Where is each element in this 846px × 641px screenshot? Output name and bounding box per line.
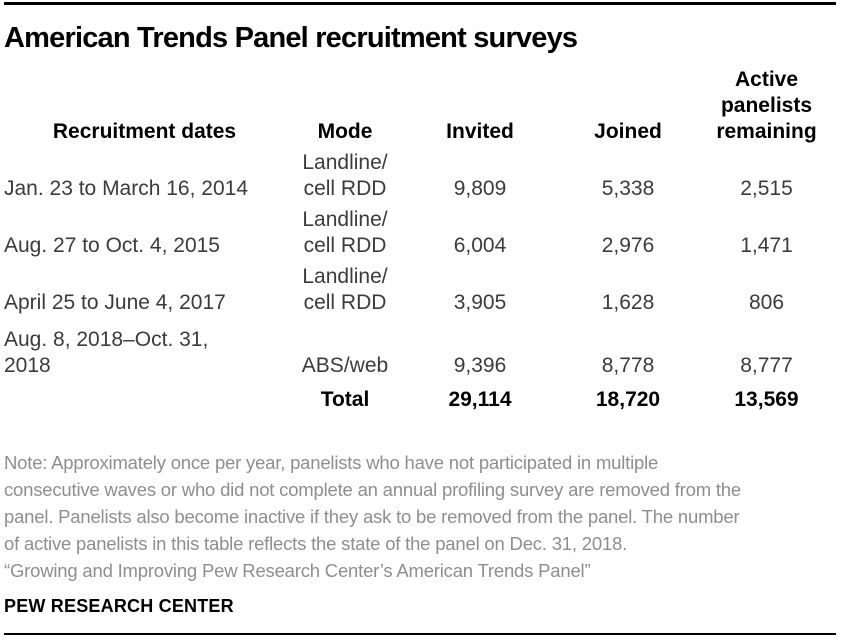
cell-joined: 2,976 [601, 234, 655, 257]
cell-mode: Landline/ cell RDD [302, 151, 388, 200]
column-header-recruitment-dates: Recruitment dates [52, 120, 237, 143]
table-row: April 25 to June 4, 2017 Landline/ cell … [4, 263, 832, 320]
note-line: Note: Approximately once per year, panel… [4, 452, 659, 473]
cell-invited: 6,004 [453, 234, 507, 257]
cell-total-label: Total [320, 388, 370, 411]
table-total-row: Total 29,114 18,720 13,569 [4, 383, 832, 417]
cell-active-remaining: 2,515 [740, 177, 793, 200]
pew-research-center-wordmark: PEW RESEARCH CENTER [4, 596, 234, 616]
cell-active-remaining: 1,471 [740, 234, 793, 257]
cell-total-active: 13,569 [734, 388, 799, 411]
cell-empty [4, 383, 285, 417]
page-title: American Trends Panel recruitment survey… [4, 22, 578, 54]
cell-recruitment-dates: Aug. 27 to Oct. 4, 2015 [4, 234, 220, 257]
cell-mode: ABS/web [301, 354, 389, 377]
cell-joined: 8,778 [601, 354, 655, 377]
table-row: Aug. 27 to Oct. 4, 2015 Landline/ cell R… [4, 206, 832, 263]
cell-invited: 3,905 [453, 291, 507, 314]
recruitment-surveys-table: Recruitment dates Mode Invited Joined Ac… [4, 67, 832, 417]
column-header-invited: Invited [446, 120, 514, 143]
note-line: consecutive waves or who did not complet… [4, 479, 741, 500]
cell-recruitment-dates: Aug. 8, 2018–Oct. 31, 2018 [4, 328, 209, 377]
table-row: Jan. 23 to March 16, 2014 Landline/ cell… [4, 149, 832, 206]
cell-joined: 5,338 [601, 177, 655, 200]
cell-mode: Landline/ cell RDD [302, 265, 388, 314]
note-line: of active panelists in this table reflec… [4, 533, 628, 554]
source-line: “Growing and Improving Pew Research Cent… [4, 560, 591, 581]
cell-recruitment-dates: April 25 to June 4, 2017 [4, 291, 226, 314]
column-header-active-panelists: Active panelists remaining [716, 68, 817, 143]
cell-invited: 9,809 [453, 177, 507, 200]
bottom-divider-rule [4, 633, 836, 635]
cell-total-invited: 29,114 [448, 388, 512, 411]
cell-active-remaining: 806 [748, 291, 785, 314]
cell-active-remaining: 8,777 [740, 354, 793, 377]
column-header-mode: Mode [317, 120, 373, 143]
cell-mode: Landline/ cell RDD [302, 208, 388, 257]
cell-total-joined: 18,720 [595, 388, 661, 411]
note-line: panel. Panelists also become inactive if… [4, 506, 740, 527]
column-header-joined: Joined [594, 120, 662, 143]
top-divider-bar [4, 2, 836, 5]
cell-recruitment-dates: Jan. 23 to March 16, 2014 [4, 177, 248, 200]
cell-joined: 1,628 [601, 291, 655, 314]
note-block: Note: Approximately once per year, panel… [4, 449, 842, 584]
table-header-row: Recruitment dates Mode Invited Joined Ac… [4, 67, 832, 149]
table-row: Aug. 8, 2018–Oct. 31, 2018 ABS/web 9,396… [4, 320, 832, 383]
cell-invited: 9,396 [453, 354, 507, 377]
